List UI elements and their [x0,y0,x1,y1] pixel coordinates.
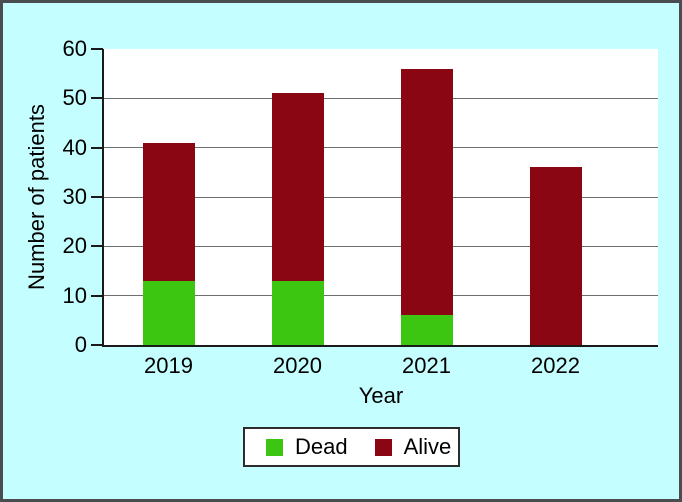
x-tick-label-2022: 2022 [531,353,580,378]
x-tick-label-2019: 2019 [144,353,193,378]
y-tick-label-20: 20 [62,233,87,259]
bar-dead-2021 [400,315,453,345]
y-tick-mark-60 [91,48,103,50]
gridline-30 [104,196,658,198]
bar-alive-2020 [271,93,324,281]
bar-alive-2019 [142,142,195,281]
bar-dead-2019 [142,280,195,345]
y-tick-mark-30 [91,196,103,198]
y-tick-mark-0 [91,344,103,346]
y-tick-mark-40 [91,146,103,149]
gridline-10 [104,295,658,297]
x-tick-label-2020: 2020 [273,353,322,378]
y-tick-mark-20 [91,245,103,248]
gridline-40 [104,147,658,149]
bar-dead-2020 [271,280,324,345]
legend: Dead Alive [243,427,460,467]
y-tick-mark-10 [91,294,103,297]
legend-label-alive: Alive [403,434,452,459]
y-tick-label-10: 10 [62,282,87,308]
bar-alive-2021 [400,68,453,316]
gridline-50 [104,97,658,99]
legend-item-alive: Alive [374,434,452,459]
y-tick-label-30: 30 [62,184,87,209]
gridline-20 [104,245,658,247]
y-tick-label-0: 0 [74,332,87,357]
bar-alive-2022 [529,167,582,345]
legend-label-dead: Dead [295,434,348,459]
plot-area [104,49,658,345]
x-tick-label-2021: 2021 [402,353,451,378]
y-tick-label-50: 50 [62,85,87,111]
legend-item-dead: Dead [266,436,348,458]
x-axis-line [102,345,658,347]
y-tick-label-60: 60 [62,36,87,61]
x-axis-title: Year [358,383,404,408]
y-axis-line [102,49,104,347]
alive-swatch-icon [374,438,392,456]
y-tick-label-40: 40 [62,134,87,160]
y-tick-mark-50 [91,97,103,100]
dead-swatch-icon [266,438,283,456]
